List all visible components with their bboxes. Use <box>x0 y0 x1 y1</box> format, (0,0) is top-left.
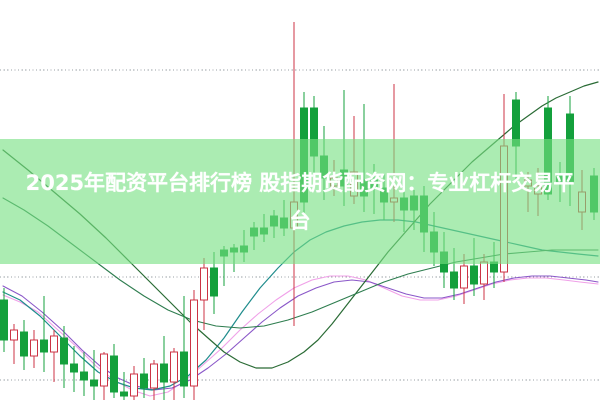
candlestick <box>150 360 158 400</box>
candlestick <box>290 22 298 326</box>
candlestick <box>340 90 348 206</box>
candlestick <box>270 210 278 238</box>
ma-line-ma20 <box>2 219 599 391</box>
candlestick <box>490 242 498 288</box>
candlestick <box>300 92 308 216</box>
candlestick <box>90 350 98 400</box>
candlestick <box>440 232 448 288</box>
candlestick <box>130 366 138 400</box>
candlestick <box>160 336 168 400</box>
candlestick <box>556 162 564 202</box>
candlestick <box>430 212 438 266</box>
candlestick <box>210 252 218 314</box>
candlestick <box>400 176 408 232</box>
candlestick <box>350 116 358 204</box>
candlestick <box>480 254 488 300</box>
candlestick <box>420 186 428 252</box>
candlestick <box>512 92 520 182</box>
candlestick <box>110 344 118 398</box>
candlestick <box>200 258 208 330</box>
candlestick <box>578 170 586 230</box>
candlestick <box>140 358 148 398</box>
candlestick <box>450 248 458 300</box>
candlestick <box>360 104 368 212</box>
candlestick <box>120 372 128 400</box>
ma-line-ma120 <box>2 197 599 329</box>
candlestick <box>410 190 418 230</box>
ma-line-ma5 <box>2 275 599 397</box>
candlestick <box>310 96 318 180</box>
candlestick <box>590 168 598 220</box>
candlestick <box>380 174 388 220</box>
candlestick <box>10 324 18 364</box>
candlestick <box>260 214 268 242</box>
candlestick <box>330 160 338 196</box>
grid-lines <box>0 69 600 381</box>
candlestick <box>524 172 532 212</box>
candlestick <box>60 326 68 388</box>
candlestick <box>230 244 238 272</box>
ma-line-ma10 <box>2 275 599 391</box>
candlestick <box>40 296 48 372</box>
candlestick <box>240 230 248 262</box>
candlestick <box>470 238 478 296</box>
candlestick <box>20 320 28 370</box>
candlestick <box>50 330 58 382</box>
candlestick <box>30 330 38 368</box>
candlesticks <box>0 22 598 400</box>
candlestick <box>80 352 88 396</box>
candlestick <box>190 290 198 400</box>
candlestick <box>534 168 542 216</box>
candlestick <box>0 288 8 352</box>
candlestick <box>500 94 508 282</box>
candlestick <box>280 200 288 236</box>
candlestick <box>170 348 178 400</box>
candlestick <box>100 352 108 400</box>
candlestick <box>250 222 258 250</box>
candlestick <box>390 84 398 222</box>
candlestick <box>70 346 78 392</box>
candlestick <box>220 246 228 286</box>
candlestick <box>544 96 552 200</box>
candlestick <box>566 96 574 206</box>
candlestick <box>180 296 188 398</box>
candlestick <box>370 164 378 214</box>
candlestick <box>320 126 328 200</box>
